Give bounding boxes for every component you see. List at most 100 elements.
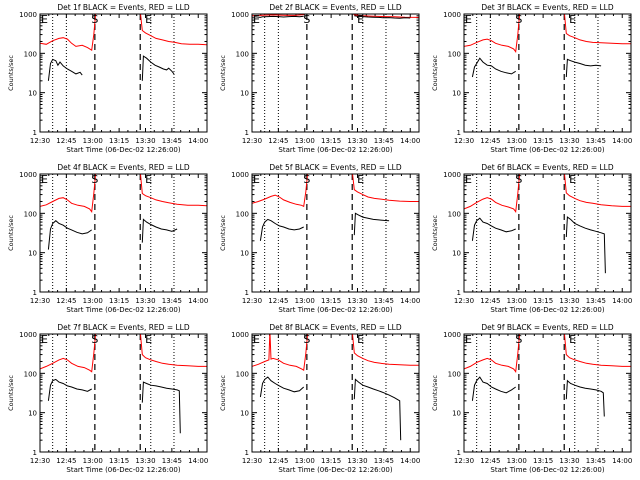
x-tick-label: 13:15 <box>109 137 129 145</box>
x-tick-label: 14:00 <box>188 297 208 305</box>
y-axis-label: Counts/sec <box>7 55 15 91</box>
series-line-events <box>259 376 402 441</box>
x-tick-label: 12:30 <box>242 137 262 145</box>
x-tick-label: 13:15 <box>321 137 341 145</box>
x-tick-label: 14:00 <box>400 457 420 465</box>
x-tick-label: 12:45 <box>480 297 500 305</box>
panel-title: Det 4f BLACK = Events, RED = LLD <box>57 163 190 172</box>
x-tick-label: 13:15 <box>321 457 341 465</box>
series-line-lld <box>252 14 419 18</box>
x-tick-label: 12:45 <box>480 457 500 465</box>
plot-frame <box>463 333 632 453</box>
y-tick-label: 100 <box>448 50 461 58</box>
x-tick-label: 13:45 <box>162 297 182 305</box>
x-tick-label: 12:45 <box>56 137 76 145</box>
segment-marker-label: E <box>357 173 364 186</box>
x-tick-label: 13:45 <box>586 297 606 305</box>
panel-det-9f: Det 9f BLACK = Events, RED = LLD 12:30 12:… <box>431 323 632 474</box>
x-tick-label: 13:45 <box>374 457 394 465</box>
segment-marker-label: E <box>41 13 48 26</box>
plot-frame <box>251 13 420 133</box>
x-tick-label: 13:30 <box>347 137 367 145</box>
x-tick-label: 13:00 <box>295 457 315 465</box>
x-tick-label: 13:45 <box>374 297 394 305</box>
y-tick-label: 10 <box>28 90 37 98</box>
segment-marker-label: S <box>303 173 310 186</box>
x-tick-label: 13:45 <box>586 457 606 465</box>
series-line-events <box>259 212 390 241</box>
x-tick-label: 13:45 <box>162 457 182 465</box>
x-tick-label: 13:00 <box>83 457 103 465</box>
y-tick-label: 10 <box>240 250 249 258</box>
segment-marker-label: S <box>91 333 98 346</box>
panel-det-6f: Det 6f BLACK = Events, RED = LLD 12:30 12:… <box>431 163 632 314</box>
y-axis-label: Counts/sec <box>219 215 227 251</box>
segment-marker-label: S <box>515 173 522 186</box>
x-tick-label: 12:30 <box>30 137 50 145</box>
series-line-events <box>47 378 181 434</box>
panel-title: Det 1f BLACK = Events, RED = LLD <box>57 3 190 12</box>
x-tick-label: 12:30 <box>30 457 50 465</box>
x-tick-label: 13:00 <box>295 297 315 305</box>
segment-marker-label: E <box>357 13 364 26</box>
y-tick-label: 1000 <box>443 331 461 339</box>
panel-det-4f: Det 4f BLACK = Events, RED = LLD 12:30 12:… <box>7 163 208 314</box>
plot-frame <box>463 13 632 133</box>
plot-frame <box>39 173 208 293</box>
y-tick-label: 10 <box>240 90 249 98</box>
y-tick-label: 10 <box>452 90 461 98</box>
segment-marker-label: E <box>253 13 260 26</box>
x-tick-label: 13:45 <box>586 137 606 145</box>
x-tick-label: 14:00 <box>400 137 420 145</box>
x-axis-label: Start Time (06-Dec-02 12:26:00) <box>278 466 392 474</box>
x-axis-label: Start Time (06-Dec-02 12:26:00) <box>490 146 604 154</box>
segment-marker-label: E <box>569 333 576 346</box>
x-tick-label: 13:30 <box>135 137 155 145</box>
series-line-lld <box>40 334 207 373</box>
panel-title: Det 3f BLACK = Events, RED = LLD <box>481 3 614 12</box>
y-axis-label: Counts/sec <box>431 215 439 251</box>
x-tick-label: 12:45 <box>268 137 288 145</box>
panel-title: Det 2f BLACK = Events, RED = LLD <box>269 3 402 12</box>
x-tick-label: 13:30 <box>559 457 579 465</box>
y-tick-label: 1 <box>457 289 461 297</box>
y-tick-label: 100 <box>448 370 461 378</box>
y-tick-label: 1 <box>33 449 37 457</box>
y-axis-label: Counts/sec <box>219 55 227 91</box>
y-axis-label: Counts/sec <box>7 375 15 411</box>
panel-title: Det 7f BLACK = Events, RED = LLD <box>57 323 190 332</box>
segment-marker-label: E <box>253 333 260 346</box>
x-tick-label: 13:30 <box>559 297 579 305</box>
panel-det-2f: Det 2f BLACK = Events, RED = LLD 12:30 12:… <box>219 3 420 154</box>
series-line-lld <box>464 14 631 53</box>
x-axis-label: Start Time (06-Dec-02 12:26:00) <box>66 466 180 474</box>
series-line-lld <box>252 174 419 208</box>
series-line-events <box>47 55 175 81</box>
x-axis-label: Start Time (06-Dec-02 12:26:00) <box>278 146 392 154</box>
segment-marker-label: E <box>41 173 48 186</box>
x-tick-label: 13:15 <box>109 457 129 465</box>
series-line-events <box>471 57 602 78</box>
x-tick-label: 13:30 <box>135 457 155 465</box>
y-tick-label: 100 <box>236 210 249 218</box>
panel-title: Det 8f BLACK = Events, RED = LLD <box>269 323 402 332</box>
y-tick-label: 1 <box>245 449 249 457</box>
y-axis-label: Counts/sec <box>431 55 439 91</box>
y-tick-label: 10 <box>452 250 461 258</box>
segment-marker-label: E <box>253 173 260 186</box>
segment-marker-label: S <box>91 13 98 26</box>
series-line-events <box>471 376 605 417</box>
y-tick-label: 1 <box>33 129 37 137</box>
x-tick-label: 13:15 <box>533 297 553 305</box>
series-line-lld <box>252 334 419 372</box>
segment-marker-label: S <box>515 13 522 26</box>
segment-marker-label: E <box>465 13 472 26</box>
x-tick-label: 13:15 <box>533 137 553 145</box>
x-tick-label: 13:45 <box>162 137 182 145</box>
segment-marker-label: S <box>303 333 310 346</box>
segment-marker-label: E <box>145 333 152 346</box>
x-axis-label: Start Time (06-Dec-02 12:26:00) <box>490 466 604 474</box>
x-tick-label: 12:30 <box>242 297 262 305</box>
segment-marker-label: E <box>569 13 576 26</box>
